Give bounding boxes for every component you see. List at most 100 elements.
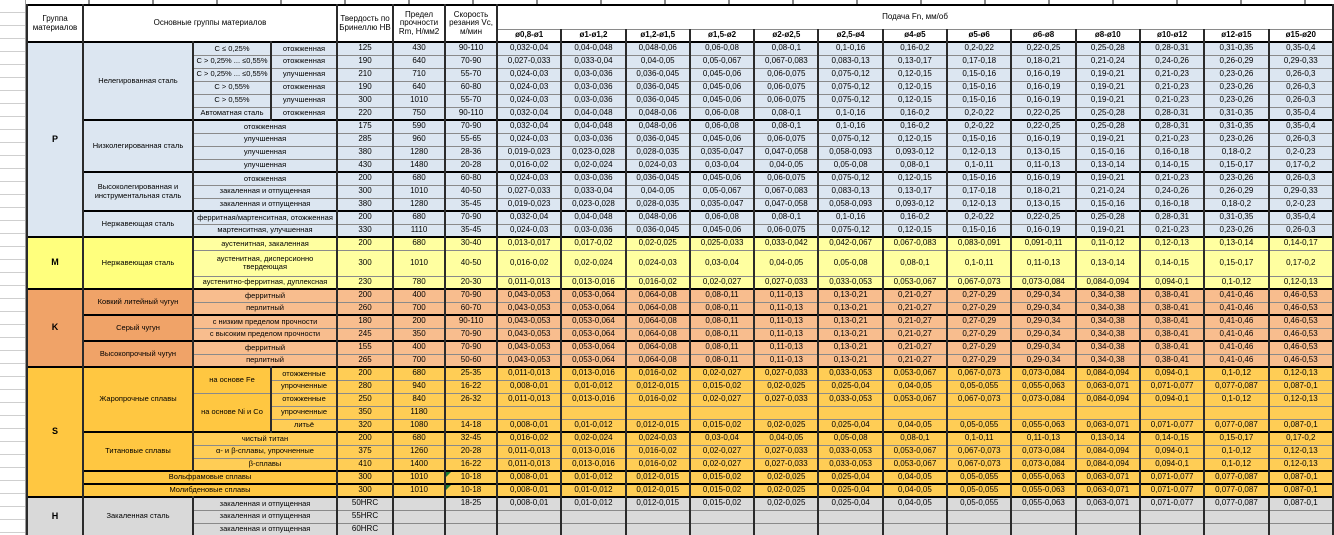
- speed-cell[interactable]: 60-80: [444, 171, 498, 186]
- feed-cell-12[interactable]: 0,12-0,13: [1267, 366, 1334, 381]
- feed-cell-12[interactable]: 0,26-0,3: [1267, 67, 1334, 82]
- material-cell[interactable]: закаленная и отпущенная: [192, 509, 338, 524]
- feed-cell-10[interactable]: 0,12-0,13: [1138, 236, 1206, 251]
- strength-cell[interactable]: 1080: [392, 418, 446, 433]
- feed-cell-11[interactable]: 0,23-0,26: [1203, 93, 1270, 108]
- feed-cell-6[interactable]: 0,12-0,15: [881, 67, 949, 82]
- material-cell[interactable]: ферритный: [192, 288, 338, 303]
- feed-cell-9[interactable]: [1074, 522, 1141, 535]
- feed-cell-5[interactable]: 0,083-0,13: [817, 184, 884, 199]
- feed-cell-10[interactable]: 0,21-0,23: [1138, 93, 1206, 108]
- feed-cell-8[interactable]: 0,29-0,34: [1010, 353, 1077, 368]
- feed-cell-5[interactable]: 0,05-0,08: [817, 431, 884, 446]
- feed-cell-2[interactable]: 0,048-0,06: [624, 106, 691, 121]
- feed-cell-3[interactable]: 0,05-0,067: [688, 54, 756, 69]
- strength-cell[interactable]: 1480: [392, 158, 446, 173]
- feed-cell-6[interactable]: 0,21-0,27: [881, 340, 949, 355]
- feed-cell-2[interactable]: 0,064-0,08: [624, 353, 691, 368]
- header-diameter-2[interactable]: ø1,2-ø1,5: [624, 28, 691, 43]
- feed-cell-11[interactable]: 0,23-0,26: [1203, 132, 1270, 147]
- feed-cell-12[interactable]: 0,12-0,13: [1267, 392, 1334, 407]
- feed-cell-2[interactable]: 0,016-0,02: [624, 457, 691, 472]
- feed-cell-1[interactable]: [560, 405, 627, 420]
- strength-cell[interactable]: 680: [392, 366, 446, 381]
- feed-cell-9[interactable]: 0,063-0,071: [1074, 483, 1141, 498]
- material-cell[interactable]: улучшенная: [192, 158, 338, 173]
- material-cell[interactable]: Нелегированная сталь: [82, 41, 194, 121]
- material-cell[interactable]: с низким пределом прочности: [192, 314, 338, 329]
- feed-cell-1[interactable]: [560, 522, 627, 535]
- feed-cell-12[interactable]: 0,12-0,13: [1267, 275, 1334, 290]
- feed-cell-4[interactable]: 0,08-0,1: [753, 119, 820, 134]
- feed-cell-2[interactable]: 0,036-0,045: [624, 67, 691, 82]
- hardness-cell[interactable]: 320: [336, 418, 394, 433]
- feed-cell-2[interactable]: 0,012-0,015: [624, 496, 691, 511]
- hardness-cell[interactable]: 430: [336, 158, 394, 173]
- feed-cell-8[interactable]: 0,16-0,19: [1010, 93, 1077, 108]
- feed-cell-12[interactable]: 0,35-0,4: [1267, 106, 1334, 121]
- speed-cell[interactable]: 20-30: [444, 275, 498, 290]
- feed-cell-1[interactable]: 0,013-0,016: [560, 392, 627, 407]
- feed-cell-0[interactable]: 0,043-0,053: [495, 340, 563, 355]
- strength-cell[interactable]: 680: [392, 236, 446, 251]
- feed-cell-5[interactable]: 0,05-0,08: [817, 249, 884, 277]
- strength-cell[interactable]: 710: [392, 67, 446, 82]
- feed-cell-10[interactable]: 0,14-0,15: [1138, 431, 1206, 446]
- feed-cell-9[interactable]: 0,084-0,094: [1074, 444, 1141, 459]
- feed-cell-6[interactable]: 0,16-0,2: [881, 41, 949, 56]
- group-letter-P[interactable]: P: [26, 41, 84, 238]
- feed-cell-0[interactable]: 0,032-0,04: [495, 210, 563, 225]
- feed-cell-0[interactable]: 0,027-0,033: [495, 184, 563, 199]
- feed-cell-12[interactable]: 0,087-0,1: [1267, 496, 1334, 511]
- material-cell[interactable]: закаленная и отпущенная: [192, 197, 338, 212]
- feed-cell-0[interactable]: 0,027-0,033: [495, 54, 563, 69]
- feed-cell-10[interactable]: 0,28-0,31: [1138, 210, 1206, 225]
- feed-cell-6[interactable]: 0,12-0,15: [881, 223, 949, 238]
- feed-cell-11[interactable]: 0,13-0,14: [1203, 236, 1270, 251]
- feed-cell-10[interactable]: 0,38-0,41: [1138, 314, 1206, 329]
- feed-cell-9[interactable]: 0,13-0,14: [1074, 249, 1141, 277]
- material-cell[interactable]: Жаропрочные сплавы: [82, 366, 194, 433]
- group-letter-S[interactable]: S: [26, 366, 84, 498]
- speed-cell[interactable]: 40-50: [444, 249, 498, 277]
- feed-cell-6[interactable]: 0,04-0,05: [881, 496, 949, 511]
- feed-cell-3[interactable]: 0,015-0,02: [688, 496, 756, 511]
- material-cell[interactable]: аустенитная, дисперсионно твердеющая: [192, 249, 338, 277]
- speed-cell[interactable]: [444, 522, 498, 535]
- feed-cell-12[interactable]: 0,35-0,4: [1267, 41, 1334, 56]
- feed-cell-10[interactable]: [1138, 509, 1206, 524]
- feed-cell-5[interactable]: 0,075-0,12: [817, 80, 884, 95]
- strength-cell[interactable]: 1010: [392, 483, 446, 498]
- strength-cell[interactable]: 700: [392, 353, 446, 368]
- feed-cell-7[interactable]: 0,05-0,055: [946, 496, 1013, 511]
- feed-cell-9[interactable]: 0,21-0,24: [1074, 184, 1141, 199]
- feed-cell-12[interactable]: 0,46-0,53: [1267, 340, 1334, 355]
- feed-cell-4[interactable]: 0,04-0,05: [753, 431, 820, 446]
- material-cell[interactable]: мартенситная, улучшенная: [192, 223, 338, 238]
- feed-cell-12[interactable]: 0,46-0,53: [1267, 301, 1334, 316]
- material-cell[interactable]: с высоким пределом прочности: [192, 327, 338, 342]
- feed-cell-4[interactable]: 0,08-0,1: [753, 106, 820, 121]
- feed-cell-11[interactable]: 0,26-0,29: [1203, 184, 1270, 199]
- feed-cell-2[interactable]: 0,036-0,045: [624, 132, 691, 147]
- feed-cell-9[interactable]: 0,25-0,28: [1074, 41, 1141, 56]
- feed-cell-4[interactable]: 0,027-0,033: [753, 366, 820, 381]
- feed-cell-5[interactable]: 0,1-0,16: [817, 41, 884, 56]
- feed-cell-7[interactable]: 0,2-0,22: [946, 210, 1013, 225]
- hardness-cell[interactable]: 300: [336, 470, 394, 485]
- group-letter-K[interactable]: K: [26, 288, 84, 368]
- feed-cell-10[interactable]: 0,094-0,1: [1138, 275, 1206, 290]
- feed-cell-3[interactable]: 0,06-0,08: [688, 106, 756, 121]
- feed-cell-8[interactable]: 0,22-0,25: [1010, 106, 1077, 121]
- feed-cell-7[interactable]: 0,27-0,29: [946, 327, 1013, 342]
- feed-cell-12[interactable]: 0,29-0,33: [1267, 54, 1334, 69]
- header-feed[interactable]: Подача Fn, мм/об: [496, 4, 1334, 30]
- feed-cell-7[interactable]: 0,2-0,22: [946, 106, 1013, 121]
- feed-cell-9[interactable]: 0,34-0,38: [1074, 340, 1141, 355]
- strength-cell[interactable]: 1260: [392, 444, 446, 459]
- feed-cell-1[interactable]: 0,013-0,016: [560, 444, 627, 459]
- feed-cell-4[interactable]: 0,033-0,042: [753, 236, 820, 251]
- material-cell[interactable]: улучшенная: [192, 145, 338, 160]
- feed-cell-5[interactable]: 0,1-0,16: [817, 119, 884, 134]
- feed-cell-0[interactable]: [495, 405, 563, 420]
